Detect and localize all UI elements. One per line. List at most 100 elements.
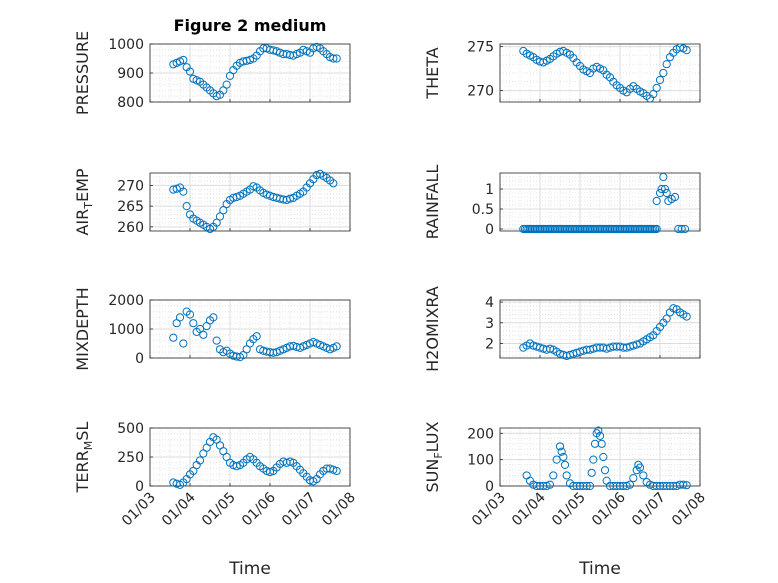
y-tick-label: 0 <box>135 351 144 367</box>
data-point <box>682 46 691 55</box>
data-point <box>599 452 608 462</box>
data-point <box>587 468 596 477</box>
y-tick-label: 0 <box>135 479 144 495</box>
data-point <box>195 456 205 465</box>
data-point <box>679 480 688 489</box>
data-point <box>662 314 671 323</box>
data-point <box>169 333 178 342</box>
data-point <box>209 313 218 322</box>
y-tick-label: 200 <box>467 426 494 442</box>
data-point <box>579 481 588 491</box>
y-axis-label: RAINFALL <box>423 165 442 240</box>
y-axis-label: PRESSURE <box>73 31 92 115</box>
data-point <box>252 332 261 341</box>
data-point <box>562 471 571 480</box>
y-axis-label: THETA <box>423 47 442 99</box>
data-point <box>560 460 570 470</box>
y-tick-label: 270 <box>467 84 494 100</box>
data-point <box>682 481 691 490</box>
data-point <box>532 481 541 491</box>
data-point <box>634 460 643 470</box>
data-point <box>329 465 338 474</box>
data-point <box>662 60 671 69</box>
data-point <box>675 480 685 489</box>
data-point <box>285 194 295 203</box>
data-point <box>655 481 665 491</box>
y-tick-label: 265 <box>117 199 144 215</box>
data-point <box>545 480 555 489</box>
data-point <box>669 304 678 313</box>
data-point <box>265 467 275 477</box>
y-tick-label: 1 <box>485 182 494 198</box>
data-point <box>595 431 605 441</box>
data-point <box>182 202 191 211</box>
data-point <box>199 330 208 339</box>
data-point <box>635 463 645 472</box>
data-point <box>592 343 601 352</box>
y-tick-label: 270 <box>117 178 144 194</box>
y-tick-label: 4 <box>485 295 494 311</box>
data-point <box>590 439 600 448</box>
data-point <box>575 481 585 491</box>
data-point <box>612 481 621 491</box>
data-point <box>682 312 691 321</box>
data-point <box>632 340 641 349</box>
y-tick-label: 900 <box>117 66 144 82</box>
y-tick-label: 260 <box>117 220 144 236</box>
data-point <box>625 480 635 489</box>
chart-title: Figure 2 medium <box>174 16 327 35</box>
y-tick-label: 2000 <box>108 293 144 309</box>
data-point <box>629 473 638 483</box>
data-point <box>572 481 581 491</box>
data-point <box>545 344 555 353</box>
data-point <box>662 188 671 198</box>
y-tick-label: 800 <box>117 95 144 111</box>
y-axis-label: AIRTEMP <box>73 168 95 235</box>
data-point <box>557 447 566 456</box>
data-point <box>179 339 188 348</box>
data-point <box>609 342 618 351</box>
data-point <box>599 343 608 352</box>
y-tick-label: 500 <box>117 421 144 437</box>
data-point <box>189 319 198 328</box>
data-point <box>539 344 548 353</box>
data-point <box>665 481 675 491</box>
data-point <box>185 67 195 76</box>
data-point <box>215 212 225 221</box>
data-point <box>615 481 625 491</box>
y-tick-label: 2 <box>485 337 494 353</box>
data-point <box>655 188 665 198</box>
data-point <box>549 471 558 480</box>
y-axis-label: SUNFLUX <box>423 421 445 492</box>
data-point <box>229 461 238 470</box>
data-point <box>639 471 648 480</box>
data-point <box>589 455 598 464</box>
data-point <box>569 481 578 491</box>
subplot-air_temp: 260 265 270 AIRTEMP <box>73 168 351 236</box>
data-point <box>279 457 288 466</box>
data-point <box>652 83 661 93</box>
data-point <box>594 426 603 435</box>
subplot-theta: 270 275 THETA <box>423 40 701 103</box>
data-point <box>659 68 668 78</box>
y-tick-label: 250 <box>117 450 144 466</box>
x-axis-label: Time <box>228 559 271 579</box>
y-tick-label: 0 <box>485 222 494 238</box>
subplot-h2omixra: 2 3 4 H2OMIXRA <box>423 286 701 372</box>
data-point <box>555 442 565 451</box>
data-point <box>660 184 670 194</box>
data-point <box>542 345 551 354</box>
data-point <box>262 466 271 476</box>
y-tick-label: 0 <box>485 479 494 495</box>
data-point <box>655 75 665 85</box>
data-point <box>179 55 188 65</box>
data-point <box>285 457 295 466</box>
data-point <box>677 224 686 234</box>
data-point <box>659 481 668 491</box>
y-tick-label: 100 <box>467 453 494 469</box>
data-point <box>332 54 341 63</box>
data-point <box>219 206 228 215</box>
data-point <box>329 54 338 63</box>
y-tick-label: 1000 <box>108 37 144 53</box>
